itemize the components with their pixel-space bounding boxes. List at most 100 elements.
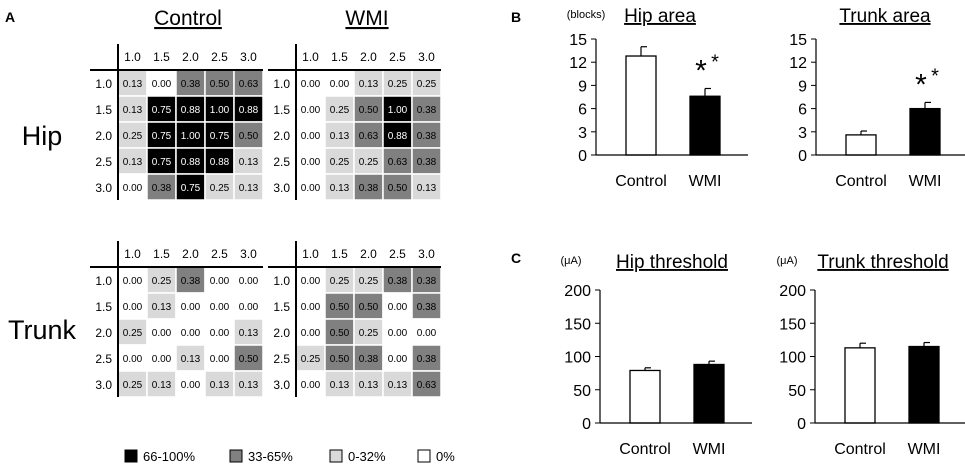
panel-label-b: B (511, 9, 521, 25)
group-title-control: Control (154, 7, 222, 30)
heatmap-cell (411, 173, 442, 201)
heatmap-x-label: 1.5 (153, 247, 170, 261)
legend-swatch-2 (329, 449, 343, 463)
heatmap-cell (146, 370, 177, 398)
heatmap-cell (353, 370, 384, 398)
heatmap-cell-value: 0.00 (152, 79, 172, 90)
heatmap-cell-value: 0.88 (181, 157, 201, 168)
heatmap-cell-value: 0.00 (210, 354, 230, 365)
heatmap-cell-value: 0.38 (152, 183, 172, 194)
heatmap-cell-value: 0.13 (239, 183, 259, 194)
y-tick-label: 3 (798, 125, 807, 142)
heatmap-cell-value: 0.38 (359, 183, 379, 194)
heatmap-cell-value: 0.38 (417, 157, 437, 168)
heatmap-cell (175, 266, 206, 294)
heatmap-cell (382, 147, 413, 175)
heatmap-cell-value: 0.25 (359, 157, 379, 168)
heatmap-cell-value: 0.75 (181, 183, 201, 194)
heatmap-cell-value: 0.13 (210, 380, 230, 391)
heatmap-cell-value: 0.13 (181, 354, 201, 365)
heatmap-cell-value: 0.75 (210, 131, 230, 142)
y-tick-label: 100 (564, 350, 591, 367)
bar-control (844, 347, 876, 424)
row-title-trunk: Trunk (8, 315, 77, 345)
heatmap-cell (233, 318, 264, 346)
bar-chart-title: Hip threshold (616, 252, 728, 273)
heatmap-cell-value: 0.25 (388, 79, 408, 90)
heatmap-cell-value: 0.00 (301, 105, 321, 116)
heatmap-cell-value: 0.00 (388, 302, 408, 313)
heatmap-cell-value: 0.00 (388, 354, 408, 365)
heatmap-x-label: 2.0 (360, 247, 377, 261)
y-tick-label: 100 (779, 350, 806, 367)
heatmap-cell-value: 0.00 (417, 328, 437, 339)
heatmap-y-label: 2.0 (95, 129, 112, 143)
legend-label-2: 0-32% (348, 449, 386, 464)
heatmap-cell-value: 0.13 (330, 380, 350, 391)
bar-wmi (693, 363, 725, 424)
heatmap-y-label: 2.0 (95, 326, 112, 340)
heatmap-x-label: 2.5 (389, 50, 406, 64)
heatmap-cell-value: 0.25 (123, 380, 143, 391)
heatmap-cell-value: 0.13 (239, 328, 259, 339)
heatmap-y-label: 1.5 (273, 103, 290, 117)
heatmap-y-label: 2.5 (273, 155, 290, 169)
y-tick-label: 200 (564, 283, 591, 300)
heatmap-cell-value: 0.13 (388, 380, 408, 391)
heatmap-cell-value: 0.38 (388, 276, 408, 287)
heatmap-cell (411, 95, 442, 123)
heatmap-y-label: 3.0 (273, 181, 290, 195)
heatmap-cell (382, 370, 413, 398)
legend-swatch-0 (124, 449, 138, 463)
heatmap-x-label: 2.0 (182, 247, 199, 261)
heatmap-cell-value: 0.00 (301, 276, 321, 287)
heatmap-cell-value: 0.50 (359, 105, 379, 116)
heatmap-cell (146, 344, 177, 372)
heatmap-cell-value: 0.50 (239, 131, 259, 142)
heatmap-cell-value: 0.00 (123, 276, 143, 287)
heatmap-y-label: 1.5 (95, 103, 112, 117)
y-tick-label: 150 (779, 316, 806, 333)
bar-control (845, 134, 877, 156)
y-tick-label: 3 (578, 125, 587, 142)
heatmap-trunk-wmi: 0.00 0.25 0.25 0.38 0.38 0.00 0.50 0.50 0.00 0.38… (268, 241, 442, 398)
heatmap-cell (175, 292, 206, 320)
heatmap-cell-value: 0.38 (417, 105, 437, 116)
heatmap-cell (146, 292, 177, 320)
y-tick-label: 200 (779, 283, 806, 300)
heatmap-cell (233, 95, 264, 123)
heatmap-cell (233, 370, 264, 398)
heatmap-cell (233, 147, 264, 175)
y-tick-label: 0 (797, 416, 806, 433)
heatmap-cell-value: 0.25 (359, 328, 379, 339)
y-tick-label: 9 (798, 78, 807, 95)
heatmap-x-label: 1.5 (331, 50, 348, 64)
x-category-label: Control (619, 441, 671, 458)
heatmap-cell-value: 0.00 (301, 328, 321, 339)
x-category-label: WMI (693, 441, 726, 458)
heatmap-cell-value: 0.88 (210, 157, 230, 168)
heatmap-cell-value: 1.00 (388, 105, 408, 116)
y-tick-label: 0 (582, 416, 591, 433)
heatmap-cell (175, 173, 206, 201)
heatmap-cell (204, 370, 235, 398)
heatmap-cell-value: 0.13 (359, 380, 379, 391)
heatmap-x-label: 1.0 (302, 247, 319, 261)
heatmap-cell (204, 292, 235, 320)
heatmap-cell-value: 0.25 (330, 105, 350, 116)
heatmap-cell-value: 0.38 (417, 302, 437, 313)
group-title-wmi: WMI (345, 7, 388, 30)
heatmap-cell-value: 0.50 (210, 79, 230, 90)
panel-label-a: A (5, 9, 15, 25)
heatmap-cell-value: 0.50 (239, 354, 259, 365)
heatmap-cell-value: 0.38 (417, 276, 437, 287)
legend-label-3: 0% (436, 449, 455, 464)
heatmap-y-label: 3.0 (95, 378, 112, 392)
significance-marker: * (695, 54, 707, 87)
heatmap-cell-value: 0.88 (388, 131, 408, 142)
legend-swatch-3 (417, 449, 431, 463)
heatmap-hip-control: 0.13 0.00 0.38 0.50 0.63 0.13 0.75 0.88 1.00 0.88… (90, 44, 264, 201)
bar-chart-unit-label: (μA) (776, 255, 797, 267)
significance-marker-superscript: * (931, 65, 939, 87)
